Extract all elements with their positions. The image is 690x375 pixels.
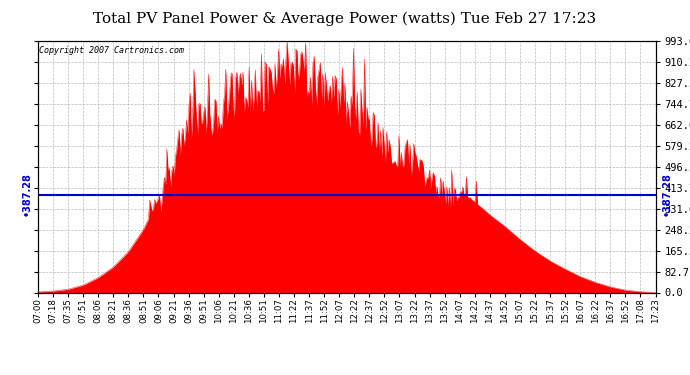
Text: •387.28: •387.28 xyxy=(662,172,671,216)
Text: Copyright 2007 Cartronics.com: Copyright 2007 Cartronics.com xyxy=(39,46,184,55)
Text: Total PV Panel Power & Average Power (watts) Tue Feb 27 17:23: Total PV Panel Power & Average Power (wa… xyxy=(93,11,597,26)
Text: •387.28: •387.28 xyxy=(22,172,32,216)
